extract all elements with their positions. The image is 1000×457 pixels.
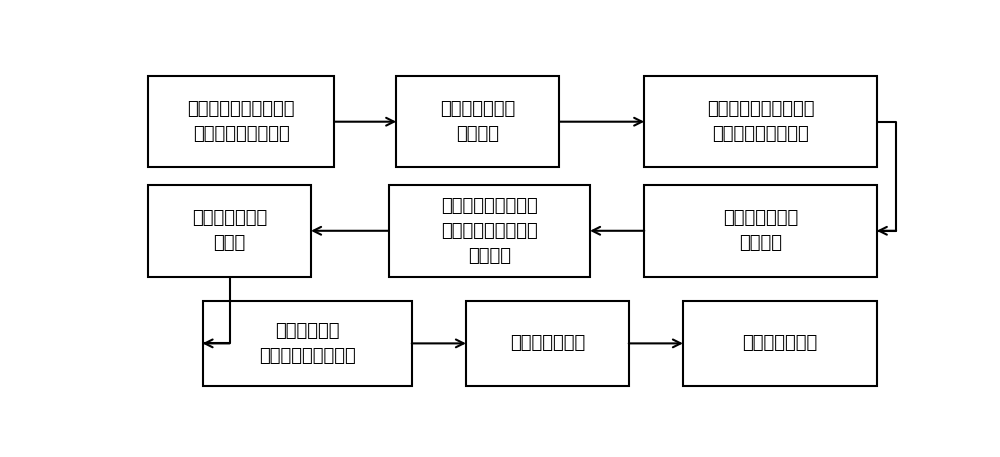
Bar <box>388 185 590 276</box>
Bar <box>644 76 877 167</box>
Text: 开挖施做仰拱初
期支护: 开挖施做仰拱初 期支护 <box>192 209 267 252</box>
Text: 围岩浅孔位注浆: 围岩浅孔位注浆 <box>510 335 585 352</box>
Bar <box>683 301 877 386</box>
Text: 中台阶开挖施做初期支
护，布设变形监测点: 中台阶开挖施做初期支 护，布设变形监测点 <box>707 100 814 143</box>
Bar <box>396 76 559 167</box>
Bar <box>148 76 334 167</box>
Text: 下台阶开挖施做初期
支护，布设下台阶变
形监测点: 下台阶开挖施做初期 支护，布设下台阶变 形监测点 <box>441 197 538 265</box>
Bar <box>148 185 311 276</box>
Text: 预埋中台阶深浅
孔注浆管: 预埋中台阶深浅 孔注浆管 <box>723 209 798 252</box>
Text: 判断注浆时机
变形进入缓慢增长期: 判断注浆时机 变形进入缓慢增长期 <box>259 322 356 365</box>
Bar <box>644 185 877 276</box>
Bar <box>202 301 412 386</box>
Text: 预埋上台阶深浅
孔注浆管: 预埋上台阶深浅 孔注浆管 <box>440 100 515 143</box>
Bar <box>466 301 629 386</box>
Text: 上台阶开挖施做初期支
护，布设变形监测点: 上台阶开挖施做初期支 护，布设变形监测点 <box>188 100 295 143</box>
Text: 围岩深孔位注浆: 围岩深孔位注浆 <box>742 335 818 352</box>
